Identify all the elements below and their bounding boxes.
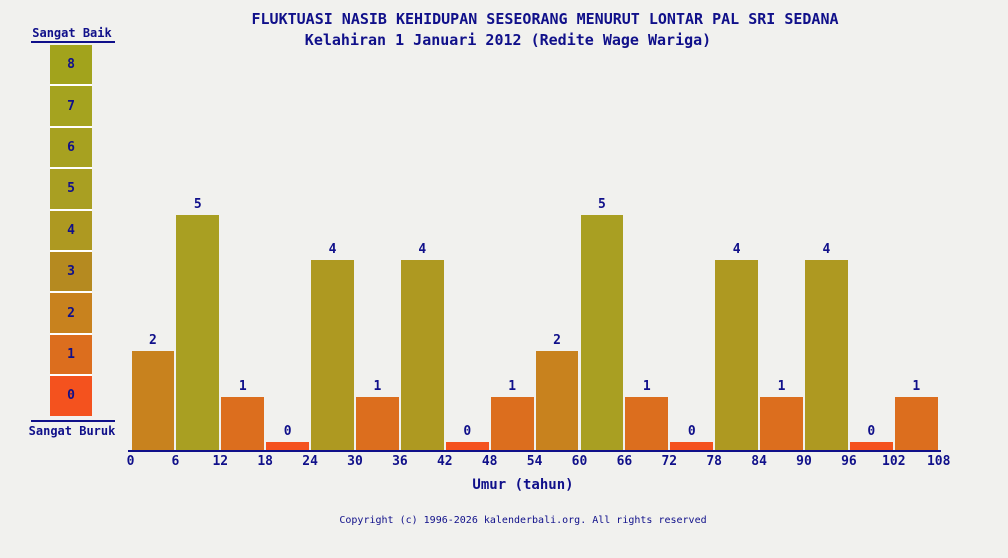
x-axis-line (128, 450, 941, 452)
bar-value-label: 1 (373, 378, 382, 394)
legend-cell-4: 4 (50, 210, 92, 252)
x-tick-label-102: 102 (882, 454, 906, 469)
legend-cell-7: 7 (50, 86, 92, 128)
bar-age-102 (894, 396, 938, 450)
bar-value-label: 1 (912, 378, 921, 394)
x-tick-label-96: 96 (841, 454, 857, 469)
bar-age-90 (805, 260, 848, 450)
x-tick-label-78: 78 (706, 454, 723, 469)
bar-age-6 (176, 214, 220, 450)
x-axis-label: Umur (tahun) (472, 477, 574, 493)
bar-age-0 (131, 351, 175, 450)
x-tick-label-84: 84 (751, 454, 767, 469)
bar-value-label: 4 (732, 242, 741, 257)
x-tick-label-66: 66 (616, 454, 633, 469)
bar-age-48 (490, 396, 534, 450)
bar-value-label: 1 (642, 378, 651, 394)
bar-age-12 (221, 396, 265, 450)
bar-value-label: 1 (777, 378, 786, 394)
legend-cell-5: 5 (50, 169, 92, 211)
x-tick-label-72: 72 (661, 454, 678, 469)
bar-age-24 (311, 260, 354, 450)
x-tick-label-90: 90 (796, 454, 812, 469)
bar-age-54 (535, 351, 579, 450)
bar-age-72 (670, 442, 714, 450)
bar-age-96 (849, 442, 893, 450)
bar-value-label: 0 (283, 424, 292, 439)
x-tick-label-30: 30 (347, 454, 363, 469)
bar-value-label: 2 (149, 333, 157, 348)
legend-bottom-rule (31, 420, 115, 422)
bar-age-84 (760, 396, 803, 450)
legend-cell-2: 2 (50, 293, 92, 335)
x-tick-label-24: 24 (302, 454, 318, 469)
bar-value-label: 1 (508, 378, 517, 394)
bar-value-label: 0 (463, 424, 472, 439)
bar-value-label: 2 (553, 333, 561, 348)
bar-age-42 (445, 442, 489, 450)
bar-age-18 (266, 442, 310, 450)
x-tick-label-108: 108 (926, 454, 951, 469)
bar-value-label: 4 (822, 242, 831, 257)
legend-top-label: Sangat Baik (32, 26, 112, 40)
x-tick-label-54: 54 (526, 454, 543, 469)
chart-title: FLUKTUASI NASIB KEHIDUPAN SESEORANG MENU… (251, 10, 839, 28)
bar-age-60 (580, 214, 624, 450)
bar-value-label: 0 (867, 424, 876, 439)
x-tick-label-48: 48 (481, 454, 498, 469)
bar-age-78 (715, 260, 759, 450)
bar-age-30 (356, 396, 399, 450)
bar-value-label: 5 (193, 196, 202, 212)
x-tick-label-36: 36 (392, 454, 408, 469)
bar-value-label: 1 (238, 378, 247, 394)
x-tick-label-12: 12 (212, 454, 229, 469)
legend-top-rule (31, 41, 115, 43)
bar-value-label: 5 (598, 196, 606, 212)
bar-value-label: 0 (687, 424, 696, 439)
legend-bottom-label: Sangat Buruk (28, 424, 116, 438)
legend-cell-3: 3 (50, 251, 92, 294)
x-tick-label-6: 6 (171, 454, 180, 469)
x-tick-label-18: 18 (257, 454, 274, 469)
legend-cell-8: 8 (50, 45, 92, 87)
bar-age-66 (625, 396, 669, 450)
bar-value-label: 4 (328, 242, 337, 257)
bar-value-label: 4 (418, 242, 427, 257)
legend-cell-6: 6 (50, 127, 92, 170)
chart-subtitle: Kelahiran 1 Januari 2012 (Redite Wage Wa… (304, 31, 712, 49)
legend-cell-0: 0 (50, 376, 92, 416)
legend-cell-1: 1 (50, 334, 92, 377)
copyright-footer: Copyright (c) 1996-2026 kalenderbali.org… (339, 515, 707, 526)
x-tick-label-42: 42 (436, 454, 453, 469)
bar-age-36 (400, 260, 444, 450)
x-tick-label-0: 0 (126, 454, 135, 469)
x-tick-label-60: 60 (571, 454, 588, 469)
